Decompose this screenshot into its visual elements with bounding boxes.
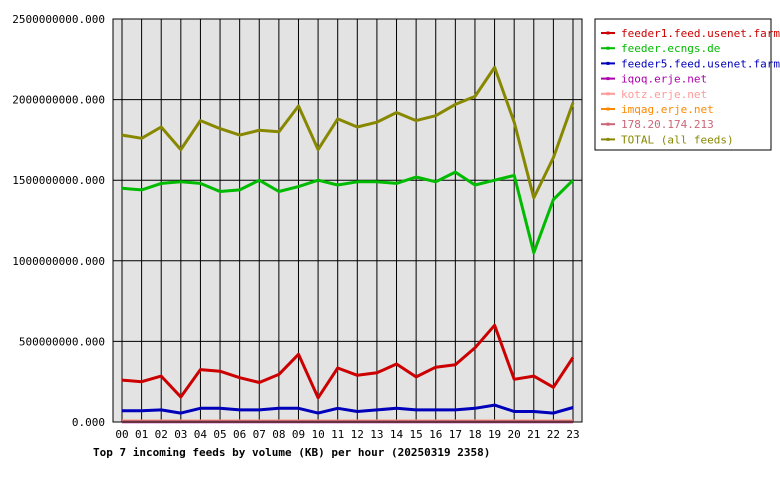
legend-label: kotz.erje.net [621, 88, 707, 101]
legend-label: TOTAL (all feeds) [621, 133, 734, 146]
x-tick-label: 07 [253, 428, 266, 441]
x-tick-label: 16 [429, 428, 442, 441]
legend-label: imqag.erje.net [621, 103, 714, 116]
x-tick-label: 00 [115, 428, 128, 441]
x-tick-label: 06 [233, 428, 246, 441]
legend-label: feeder.ecngs.de [621, 42, 720, 55]
legend-marker [606, 122, 610, 126]
x-tick-label: 19 [488, 428, 501, 441]
x-tick-label: 20 [508, 428, 521, 441]
y-tick-label: 2500000000.000 [12, 13, 105, 26]
x-tick-label: 12 [351, 428, 364, 441]
legend-label: iqoq.erje.net [621, 73, 707, 86]
x-tick-label: 21 [527, 428, 540, 441]
x-tick-label: 05 [213, 428, 226, 441]
x-tick-label: 22 [547, 428, 560, 441]
y-tick-label: 1500000000.000 [12, 174, 105, 187]
legend-box [594, 18, 772, 151]
x-tick-label: 23 [566, 428, 579, 441]
x-tick-label: 17 [449, 428, 462, 441]
legend-marker [606, 107, 610, 111]
x-tick-label: 13 [370, 428, 383, 441]
legend-label: feeder5.feed.usenet.farm [621, 57, 780, 70]
x-tick-label: 09 [292, 428, 305, 441]
x-tick-label: 10 [311, 428, 324, 441]
y-tick-label: 1000000000.000 [12, 255, 105, 268]
x-tick-label: 03 [174, 428, 187, 441]
legend-marker [606, 31, 610, 35]
x-tick-label: 15 [410, 428, 423, 441]
x-tick-label: 04 [194, 428, 208, 441]
legend-label: feeder1.feed.usenet.farm [621, 27, 780, 40]
y-tick-label: 2000000000.000 [12, 94, 105, 107]
x-tick-label: 14 [390, 428, 404, 441]
y-tick-label: 0.000 [72, 416, 105, 429]
legend-marker [606, 61, 610, 65]
legend-label: 178.20.174.213 [621, 118, 714, 131]
x-tick-label: 08 [272, 428, 285, 441]
x-tick-label: 02 [155, 428, 168, 441]
x-axis-ticks: 00 01 02 03 04 05 06 07 08 09 10 11 12 13 14 15 16 17 18 19… [115, 428, 579, 441]
series-line-1 [121, 170, 575, 255]
y-tick-label: 500000000.000 [19, 335, 105, 348]
chart-title: Top 7 incoming feeds by volume (KB) per … [93, 446, 490, 459]
legend-marker [606, 77, 610, 81]
y-axis-ticks: 0.000 500000000.000 1000000000.000 15000000… [12, 13, 105, 429]
legend-marker [606, 137, 610, 141]
x-tick-label: 01 [135, 428, 148, 441]
x-tick-label: 18 [468, 428, 481, 441]
plot-area [113, 19, 582, 422]
series-line-0 [121, 323, 575, 400]
series-line-2 [122, 403, 574, 415]
legend-marker [606, 92, 610, 96]
series-line-7 [121, 65, 575, 200]
plot-frame [112, 18, 583, 423]
x-tick-label: 11 [331, 428, 344, 441]
legend-marker [606, 46, 610, 50]
legend: feeder1.feed.usenet.farm feeder.ecngs.de f… [594, 18, 780, 151]
